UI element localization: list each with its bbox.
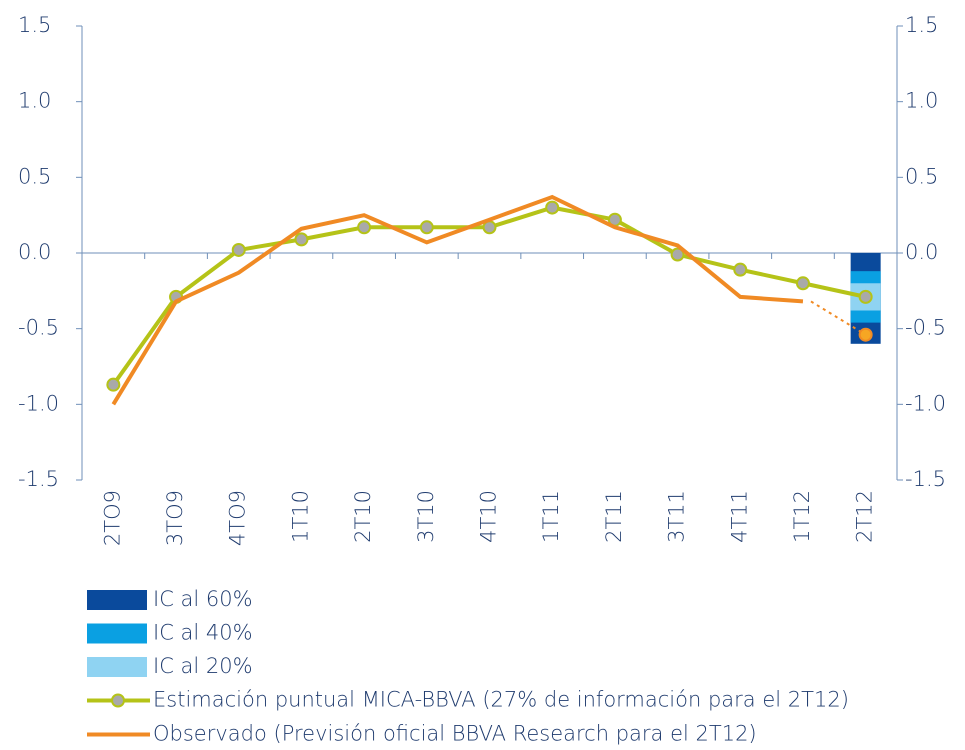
series-line: [111, 194, 804, 406]
series-marker: [858, 327, 873, 342]
series-marker: [670, 247, 685, 262]
legend-label: IC al 40%: [153, 621, 253, 645]
series-marker: [795, 276, 810, 291]
x-tick-label: 3T10: [414, 490, 438, 543]
series-marker: [231, 242, 246, 257]
x-tick-label: 2T11: [602, 490, 626, 543]
y-tick-label: 1.5: [18, 13, 51, 37]
series-marker: [106, 377, 121, 392]
series-marker: [294, 232, 309, 247]
x-tick-label: 2T10: [351, 490, 375, 543]
legend-swatch: [87, 590, 147, 610]
legend-label: Observado (Previsión oficial BBVA Resear…: [153, 722, 757, 746]
series-marker: [858, 289, 873, 304]
y2-tick-label: 1.0: [905, 89, 938, 113]
x-tick-label: 1T11: [539, 490, 563, 543]
series-marker: [419, 220, 434, 235]
legend-swatch: [87, 657, 147, 677]
y2-tick-label: 0.5: [905, 164, 938, 188]
y2-tick-label: 1.5: [905, 13, 938, 37]
y-tick-label: -1.0: [18, 391, 59, 415]
y-tick-label: 0.0: [18, 240, 51, 264]
legend-label: IC al 60%: [153, 587, 253, 611]
y-tick-label: 0.5: [18, 164, 51, 188]
x-tick-label: 1T12: [790, 490, 814, 543]
y2-tick-label: -1.5: [905, 467, 946, 491]
x-tick-label: 4TO9: [226, 490, 250, 546]
x-tick-label: 1T10: [288, 490, 312, 543]
x-tick-label: 3TO9: [163, 490, 187, 546]
y2-tick-label: -1.0: [905, 391, 946, 415]
y-tick-label: 1.0: [18, 89, 51, 113]
series-marker: [545, 200, 560, 215]
y-tick-label: -1.5: [18, 467, 59, 491]
x-tick-label: 2TO9: [100, 490, 124, 546]
legend-label: IC al 20%: [153, 654, 253, 678]
legend-marker: [111, 693, 125, 708]
x-tick-label: 4T10: [477, 490, 501, 543]
y2-tick-label: -0.5: [905, 316, 946, 340]
x-tick-label: 2T12: [853, 490, 877, 543]
y-tick-label: -0.5: [18, 316, 59, 340]
series-marker: [357, 220, 372, 235]
y2-tick-label: 0.0: [905, 240, 938, 264]
legend-label: Estimación puntual MICA-BBVA (27% de inf…: [153, 688, 849, 712]
x-tick-label: 3T11: [665, 490, 689, 543]
series-marker: [733, 262, 748, 277]
legend-swatch: [87, 623, 147, 644]
x-tick-label: 4T11: [727, 490, 751, 543]
